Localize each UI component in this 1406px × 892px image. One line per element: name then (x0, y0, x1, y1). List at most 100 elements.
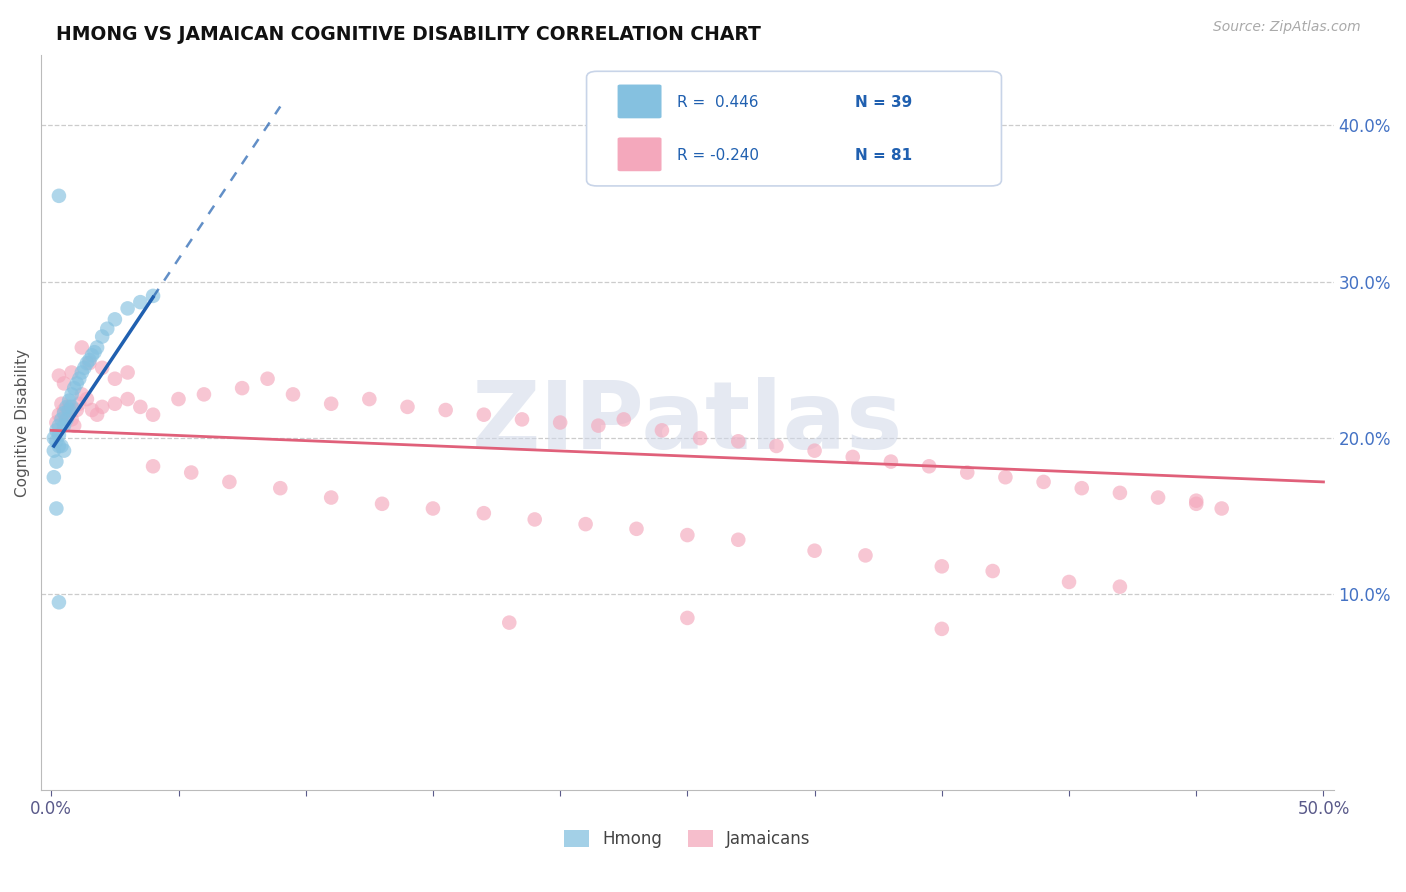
Point (1057, 574, 1080, 589)
Point (60, 387, 83, 401)
Point (42, 431, 65, 445)
Point (676, 611, 699, 625)
Point (231, 381, 253, 395)
Text: Source: ZipAtlas.com: Source: ZipAtlas.com (1213, 20, 1361, 34)
Point (117, 366, 139, 380)
Point (45, 501, 67, 516)
Point (67, 372, 90, 386)
Point (1070, 481, 1092, 495)
Text: N = 39: N = 39 (855, 95, 912, 110)
Point (48, 439, 70, 453)
Point (79, 356, 101, 370)
Point (321, 397, 343, 411)
Point (45, 423, 67, 437)
Point (70, 341, 93, 355)
Point (104, 372, 127, 386)
Point (142, 408, 165, 422)
Point (48, 428, 70, 442)
Point (803, 443, 825, 458)
Point (53, 376, 76, 391)
Text: R = -0.240: R = -0.240 (678, 147, 759, 162)
Point (63, 381, 86, 395)
Point (523, 512, 546, 526)
Point (880, 454, 903, 468)
Point (613, 412, 636, 426)
Point (55, 412, 77, 426)
Point (218, 475, 240, 489)
Point (55, 400, 77, 414)
Point (55, 408, 77, 422)
Point (48, 418, 70, 433)
Point (1109, 580, 1132, 594)
Point (70, 387, 93, 401)
Point (86, 408, 108, 422)
Point (548, 416, 571, 430)
Point (676, 528, 699, 542)
Text: ZIPatlas: ZIPatlas (471, 376, 903, 468)
Point (51, 412, 73, 426)
Point (1185, 493, 1208, 508)
Point (48, 189, 70, 203)
Point (803, 543, 825, 558)
Point (91, 400, 114, 414)
Point (765, 439, 787, 453)
Point (80, 348, 103, 362)
Point (91, 360, 114, 375)
Point (70, 366, 93, 380)
Point (66, 376, 89, 391)
Point (104, 312, 127, 326)
Point (129, 400, 152, 414)
Point (434, 403, 457, 417)
Legend: Hmong, Jamaicans: Hmong, Jamaicans (558, 823, 817, 855)
Point (321, 491, 343, 505)
Point (981, 564, 1004, 578)
Point (76, 356, 98, 370)
Point (1109, 486, 1132, 500)
Point (86, 341, 108, 355)
Point (727, 434, 749, 449)
Point (53, 406, 76, 420)
Point (76, 392, 98, 406)
FancyBboxPatch shape (617, 137, 662, 171)
Point (51, 397, 73, 411)
Point (58, 403, 80, 417)
Point (48, 368, 70, 383)
Point (67, 397, 90, 411)
Y-axis label: Cognitive Disability: Cognitive Disability (15, 349, 30, 497)
Point (588, 418, 610, 433)
Point (48, 408, 70, 422)
Point (53, 403, 76, 417)
Point (167, 392, 190, 406)
Point (60, 400, 83, 414)
Point (45, 416, 67, 430)
Point (48, 595, 70, 609)
Point (855, 549, 877, 563)
Point (63, 418, 86, 433)
Point (256, 372, 278, 386)
Point (45, 434, 67, 449)
Point (53, 418, 76, 433)
Point (58, 393, 80, 408)
Point (193, 387, 215, 401)
Point (1211, 501, 1233, 516)
Text: R =  0.446: R = 0.446 (678, 95, 758, 110)
Point (180, 466, 202, 480)
Text: N = 81: N = 81 (855, 147, 912, 162)
Point (1185, 497, 1208, 511)
Point (91, 329, 114, 343)
Point (66, 403, 89, 417)
Point (80, 403, 103, 417)
FancyBboxPatch shape (586, 71, 1001, 186)
Point (142, 459, 165, 474)
Point (651, 423, 673, 437)
Point (396, 400, 419, 414)
Point (60, 412, 83, 426)
Point (689, 431, 711, 445)
Point (1032, 475, 1054, 489)
Point (142, 289, 165, 303)
Point (956, 466, 979, 480)
Point (575, 517, 598, 532)
Point (42, 443, 65, 458)
Point (269, 481, 291, 495)
Point (281, 387, 304, 401)
